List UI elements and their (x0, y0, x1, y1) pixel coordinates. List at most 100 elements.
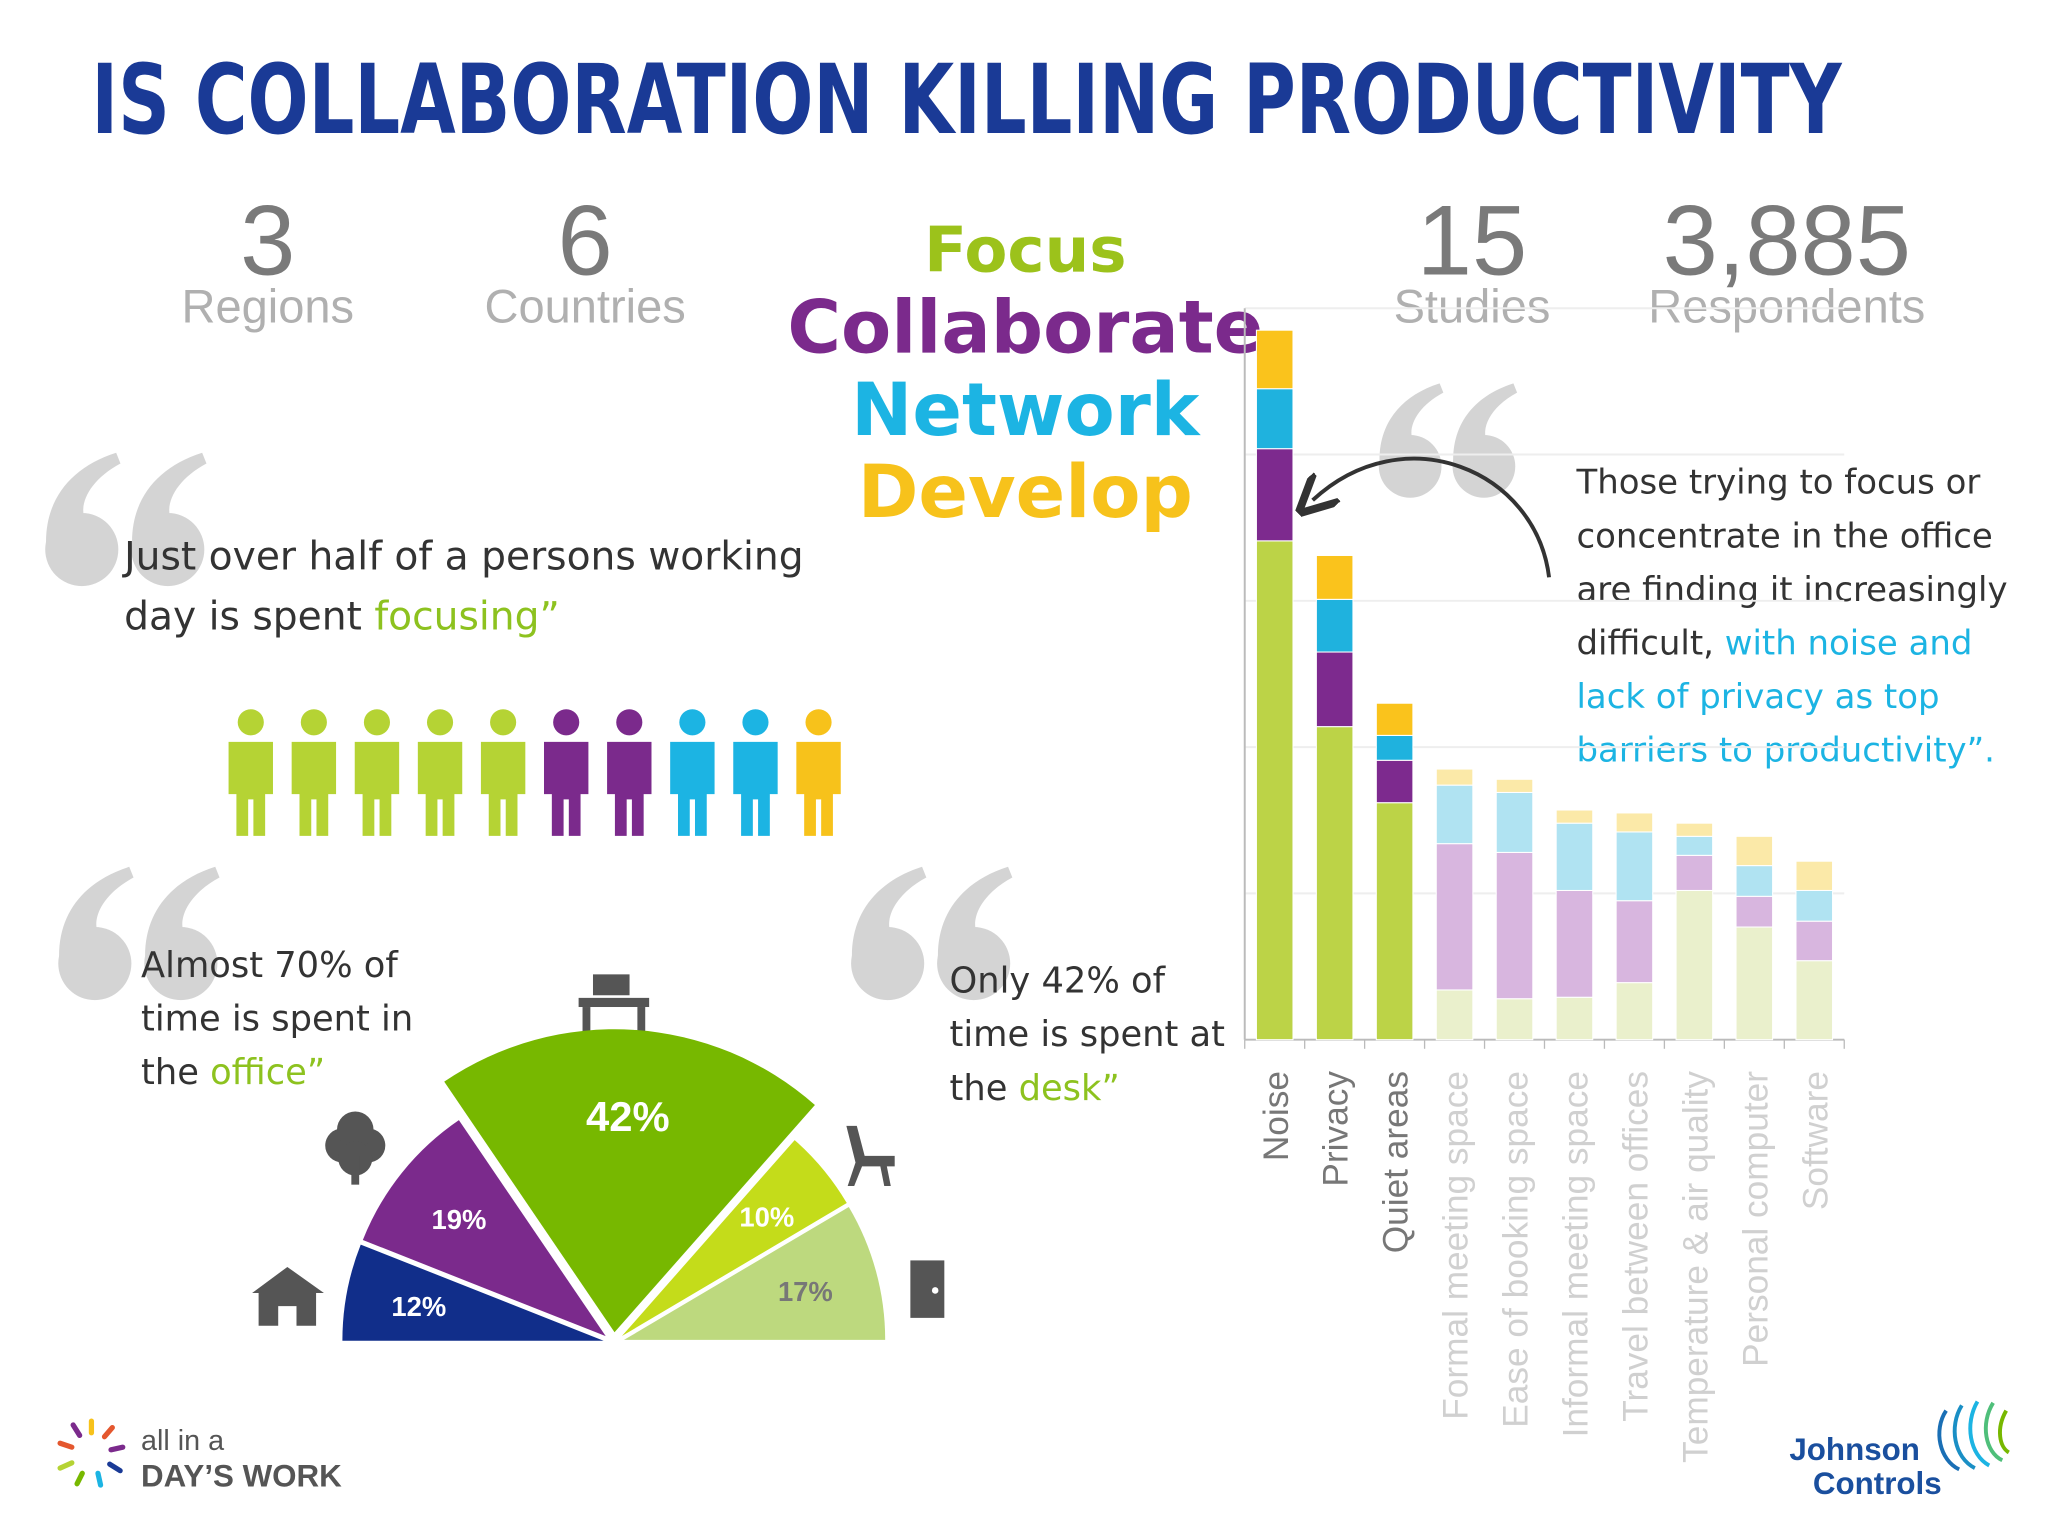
bar-segment (1615, 831, 1654, 902)
person-head (805, 709, 832, 736)
pie-slice (623, 1206, 886, 1340)
bar-segment (1375, 759, 1414, 804)
person-body (417, 741, 463, 836)
quote-line: day is spent focusing” (124, 595, 560, 640)
stat-label: Respondents (1648, 280, 1925, 333)
person-head (490, 709, 517, 736)
bar-segment (1735, 926, 1774, 1041)
quote-segment: day is spent (124, 595, 374, 640)
bar-segment (1735, 835, 1774, 867)
stat-number: 6 (558, 185, 613, 296)
person-body (291, 741, 337, 836)
bar-segment (1675, 822, 1714, 837)
bar-segment (1375, 734, 1414, 761)
house-icon (252, 1266, 324, 1326)
bar-segment (1675, 835, 1714, 856)
person-body (670, 741, 715, 836)
mode-word: Develop (858, 450, 1193, 535)
x-tick-label: Temperature & air quality (1676, 1071, 1715, 1463)
quote-segment: barriers to productivity”. (1576, 730, 1994, 770)
stat-number: 3 (240, 185, 295, 296)
quote-segment: difficult, (1576, 623, 1724, 663)
quote-segment: Almost 70% of (141, 945, 399, 986)
arrow (1313, 456, 1552, 578)
quote-segment: focusing” (374, 595, 559, 640)
people-group (228, 709, 526, 836)
footer-text: Controls (1813, 1466, 1942, 1501)
mode-word: Network (851, 368, 1202, 453)
mode-word: Collaborate (787, 286, 1263, 371)
bar-segment (1555, 822, 1594, 891)
person-body (354, 741, 400, 836)
people-group (670, 709, 778, 836)
person-head (742, 709, 769, 736)
quote-segment: Only 42% of (950, 961, 1167, 1002)
x-tick-label: Informal meeting space (1557, 1071, 1596, 1437)
quote-line: time is spent in (141, 999, 413, 1040)
bar-segment (1495, 778, 1534, 793)
quote-line: are finding it increasingly (1576, 570, 2007, 610)
icons (252, 974, 945, 1326)
quote-line: Just over half of a persons working (121, 534, 804, 579)
mode-word: Focus (924, 214, 1126, 287)
sunburst-logo (57, 1418, 126, 1488)
bar-segment (1555, 809, 1594, 824)
bar-segment (1675, 854, 1714, 891)
bar-segment (1795, 960, 1834, 1041)
bar-segment (1615, 812, 1654, 833)
quote-segment: with noise and (1725, 623, 1973, 663)
person-body (480, 741, 526, 836)
door-icon (910, 1260, 945, 1318)
quote-segment: are finding it increasingly (1576, 570, 2007, 610)
quote-line: difficult, with noise and (1576, 623, 1972, 663)
person-head (300, 709, 327, 736)
bar-segment (1795, 889, 1834, 922)
x-tick-label: Software (1796, 1071, 1835, 1210)
quote-segment: time is spent at (950, 1014, 1225, 1055)
quote-segment: Just over half of a persons working (121, 534, 804, 579)
bar-segment (1435, 768, 1474, 786)
bar-segment (1315, 554, 1354, 600)
footer-text: all in a (141, 1425, 224, 1457)
quote-line: barriers to productivity”. (1576, 730, 1994, 770)
pie-label: 17% (778, 1276, 833, 1307)
person-body (733, 741, 778, 836)
x-tick-label: Quiet areas (1377, 1071, 1416, 1253)
pie-slice (362, 1120, 606, 1337)
person-head (616, 709, 643, 736)
person-head (553, 709, 580, 736)
quote-line: Those trying to focus or (1575, 463, 1980, 503)
person-head (363, 709, 391, 736)
quote-segment: the (950, 1068, 1019, 1109)
bar-segment (1735, 895, 1774, 928)
footer-left: all in a DAY’S WORK (57, 1418, 342, 1493)
bar-segment (1255, 388, 1294, 450)
bar-segment (1435, 843, 1474, 991)
quote-line: lack of privacy as top (1576, 677, 1939, 717)
bar-segment (1495, 998, 1534, 1041)
bar-segment (1255, 540, 1294, 1041)
stat-label: Studies (1394, 280, 1551, 333)
pie-slice (444, 1029, 815, 1333)
stat-label: Regions (182, 280, 355, 333)
quote-segment: Those trying to focus or (1575, 463, 1980, 503)
x-tick-label: Formal meeting space (1437, 1071, 1476, 1420)
quote-segment: concentrate in the office (1576, 516, 1992, 556)
x-tick-label: Noise (1257, 1071, 1296, 1161)
x-tick-label: Ease of booking space (1497, 1071, 1536, 1428)
person-head (679, 709, 706, 736)
person-body (796, 741, 841, 836)
bar-segment (1255, 329, 1294, 390)
person-body (228, 741, 273, 836)
title: IS COLLABORATION KILLING PRODUCTIVITY (91, 43, 1842, 156)
pie-label: 12% (391, 1291, 446, 1322)
person-head (426, 709, 454, 736)
person-body (544, 741, 589, 836)
footer-text: Johnson (1789, 1432, 1920, 1467)
globe-logo (1937, 1400, 2011, 1472)
bar-segment (1315, 651, 1354, 728)
x-tick-label: Privacy (1317, 1071, 1356, 1187)
bar-segment (1735, 865, 1774, 897)
bar-segment (1795, 860, 1834, 891)
